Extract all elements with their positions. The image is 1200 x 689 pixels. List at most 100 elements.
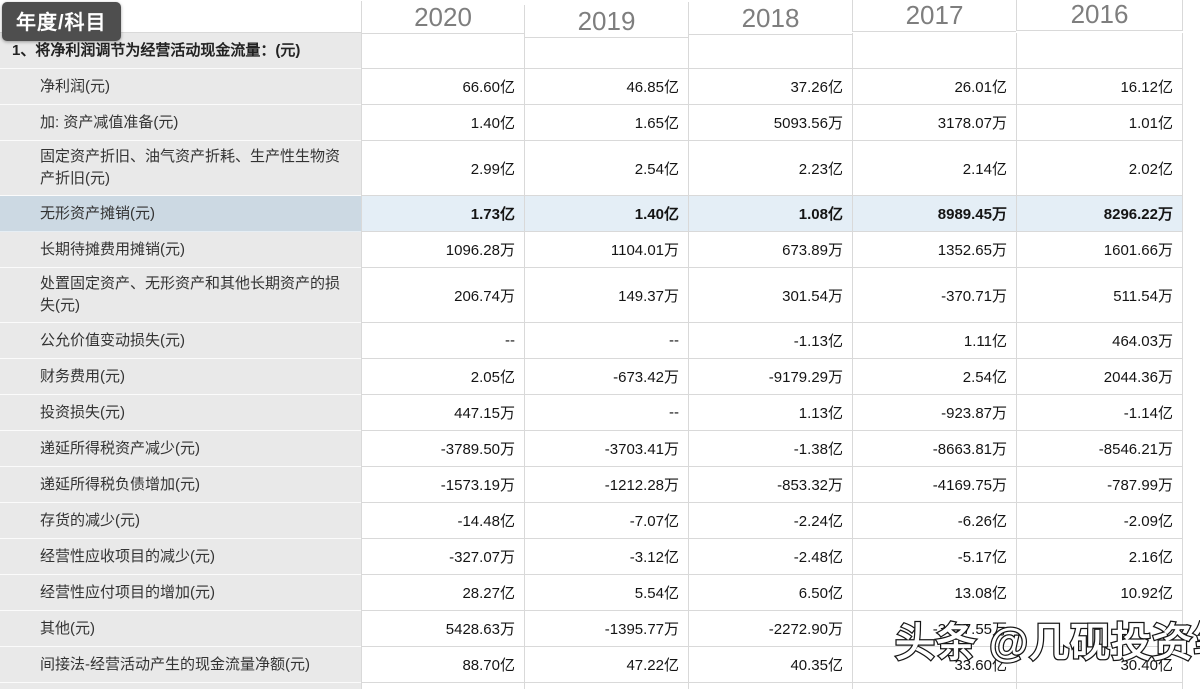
row-value-2017: 1352.65万 [852,232,1016,268]
row-value-2018: 5093.56万 [688,105,852,141]
table-row[interactable]: 经营性应付项目的增加(元) 28.27亿 5.54亿 6.50亿 13.08亿 … [0,575,1183,611]
table-row[interactable]: 处置固定资产、无形资产和其他长期资产的损失(元) 206.74万 149.37万… [0,268,1183,323]
row-value-2019: -673.42万 [524,359,688,395]
table-row[interactable]: 无形资产摊销(元) 1.73亿 1.40亿 1.08亿 8989.45万 829… [0,196,1183,232]
row-label: 递延所得税资产减少(元) [40,439,200,457]
row-value-2018 [688,33,852,69]
row-value-2017: 1.11亿 [852,323,1016,359]
table-row[interactable]: 财务费用(元) 2.05亿 -673.42万 -9179.29万 2.54亿 2… [0,359,1183,395]
row-value-2020: 1096.28万 [361,232,524,268]
table-rows: 1、将净利润调节为经营活动现金流量：(元) 净利润(元) 66.60亿 46.8… [0,33,1183,683]
table-row[interactable]: 公允价值变动损失(元) -- -- -1.13亿 1.11亿 464.03万 [0,323,1183,359]
table-row[interactable]: 递延所得税负债增加(元) -1573.19万 -1212.28万 -853.32… [0,467,1183,503]
row-value-2020: 206.74万 [361,268,524,323]
table-row[interactable]: 加: 资产减值准备(元) 1.40亿 1.65亿 5093.56万 3178.0… [0,105,1183,141]
row-label: 长期待摊费用摊销(元) [40,240,185,258]
row-value-2016: -- [1016,611,1183,647]
row-value-2020: -3789.50万 [361,431,524,467]
row-value-2016: 10.92亿 [1016,575,1183,611]
table-row[interactable]: 间接法-经营活动产生的现金流量净额(元) 88.70亿 47.22亿 40.35… [0,647,1183,683]
row-value-2020: 5428.63万 [361,611,524,647]
row-value-2016: 2.02亿 [1016,141,1183,196]
row-label: 加: 资产减值准备(元) [40,113,179,131]
row-value-2018: 40.35亿 [688,647,852,683]
row-value-2016: -2.09亿 [1016,503,1183,539]
watermark-text: 头条 @几砚投资笔记 [894,620,1200,667]
row-value-2018: -1.13亿 [688,323,852,359]
row-value-2020: 1.40亿 [361,105,524,141]
row-value-2018: 673.89万 [688,232,852,268]
next-row-sliver [0,683,1183,689]
row-value-2018: -9179.29万 [688,359,852,395]
row-label: 公允价值变动损失(元) [40,331,185,349]
row-value-2020: -1573.19万 [361,467,524,503]
table-row[interactable]: 递延所得税资产减少(元) -3789.50万 -3703.41万 -1.38亿 … [0,431,1183,467]
row-value-2020: 2.05亿 [361,359,524,395]
row-value-2019: -1395.77万 [524,611,688,647]
row-value-2017: -4169.75万 [852,467,1016,503]
row-value-2019: -- [524,395,688,431]
row-value-2019: -3703.41万 [524,431,688,467]
row-value-2017: -8663.81万 [852,431,1016,467]
row-value-2019: 46.85亿 [524,69,688,105]
row-value-2020: 2.99亿 [361,141,524,196]
row-value-2019: 47.22亿 [524,647,688,683]
row-value-2018: -1.38亿 [688,431,852,467]
row-value-2020: 1.73亿 [361,196,524,232]
year-column-header-2016: 2016 [1016,0,1183,31]
row-value-2020: 28.27亿 [361,575,524,611]
row-label: 财务费用(元) [40,367,125,385]
row-value-2016: 30.40亿 [1016,647,1183,683]
row-value-2020: 447.15万 [361,395,524,431]
row-label: 其他(元) [40,619,95,637]
row-value-2019: -3.12亿 [524,539,688,575]
table-row[interactable]: 投资损失(元) 447.15万 -- 1.13亿 -923.87万 -1.14亿 [0,395,1183,431]
row-value-2019: 5.54亿 [524,575,688,611]
row-value-2018: -2.48亿 [688,539,852,575]
row-value-2019: 1.40亿 [524,196,688,232]
row-value-2017: -3927.55万 [852,611,1016,647]
row-value-2018: 1.13亿 [688,395,852,431]
row-value-2017: -6.26亿 [852,503,1016,539]
row-value-2018: 6.50亿 [688,575,852,611]
row-value-2019: 149.37万 [524,268,688,323]
row-value-2019: -7.07亿 [524,503,688,539]
table-row[interactable]: 1、将净利润调节为经营活动现金流量：(元) [0,33,1183,69]
row-value-2018: -2272.90万 [688,611,852,647]
row-value-2020: 66.60亿 [361,69,524,105]
row-label: 无形资产摊销(元) [40,204,155,222]
row-value-2018: 37.26亿 [688,69,852,105]
row-value-2018: -853.32万 [688,467,852,503]
table-row[interactable]: 经营性应收项目的减少(元) -327.07万 -3.12亿 -2.48亿 -5.… [0,539,1183,575]
row-value-2020: -- [361,323,524,359]
row-value-2017: 3178.07万 [852,105,1016,141]
row-label: 间接法-经营活动产生的现金流量净额(元) [40,655,310,673]
row-label: 存货的减少(元) [40,511,140,529]
row-value-2016: -8546.21万 [1016,431,1183,467]
row-label: 经营性应付项目的增加(元) [40,583,215,601]
row-value-2019: 1.65亿 [524,105,688,141]
table-row[interactable]: 存货的减少(元) -14.48亿 -7.07亿 -2.24亿 -6.26亿 -2… [0,503,1183,539]
row-value-2017: -923.87万 [852,395,1016,431]
row-value-2016: 1.01亿 [1016,105,1183,141]
table-row[interactable]: 其他(元) 5428.63万 -1395.77万 -2272.90万 -3927… [0,611,1183,647]
row-value-2018: -2.24亿 [688,503,852,539]
table-header-row: 2020 2019 2018 2017 2016 [0,0,1183,38]
row-value-2017: 33.60亿 [852,647,1016,683]
row-value-2016: 16.12亿 [1016,69,1183,105]
row-value-2017: -370.71万 [852,268,1016,323]
year-column-header-2018: 2018 [688,2,852,35]
row-value-2020: -327.07万 [361,539,524,575]
table-row[interactable]: 长期待摊费用摊销(元) 1096.28万 1104.01万 673.89万 13… [0,232,1183,268]
row-value-2017: 8989.45万 [852,196,1016,232]
table-row[interactable]: 净利润(元) 66.60亿 46.85亿 37.26亿 26.01亿 16.12… [0,69,1183,105]
row-value-2016: 8296.22万 [1016,196,1183,232]
row-value-2017: 2.14亿 [852,141,1016,196]
row-value-2018: 1.08亿 [688,196,852,232]
row-value-2019: 1104.01万 [524,232,688,268]
table-row[interactable]: 固定资产折旧、油气资产折耗、生产性生物资产折旧(元) 2.99亿 2.54亿 2… [0,141,1183,196]
row-value-2018: 2.23亿 [688,141,852,196]
row-value-2017 [852,33,1016,69]
